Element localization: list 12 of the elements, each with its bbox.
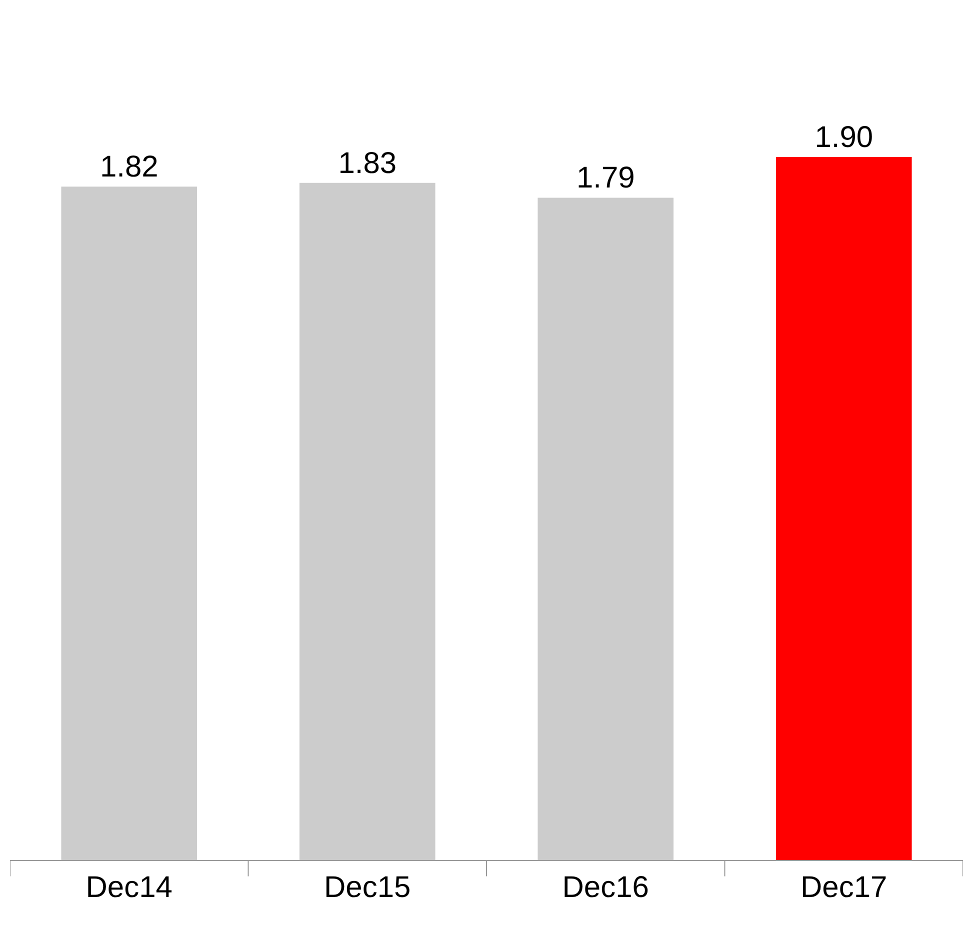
- bar: [299, 182, 436, 860]
- x-tick-label: Dec14: [86, 871, 172, 904]
- bar: [538, 198, 674, 860]
- x-tick-label: Dec17: [800, 871, 888, 904]
- data-label: 1.82: [100, 150, 158, 184]
- x-tick-label: Dec15: [324, 871, 411, 904]
- x-tick-label: Dec16: [562, 871, 649, 904]
- data-label: 1.90: [814, 121, 874, 154]
- bar: [776, 157, 912, 860]
- data-label: 1.79: [576, 162, 635, 195]
- data-label: 1.83: [338, 146, 397, 180]
- bar: [61, 186, 198, 860]
